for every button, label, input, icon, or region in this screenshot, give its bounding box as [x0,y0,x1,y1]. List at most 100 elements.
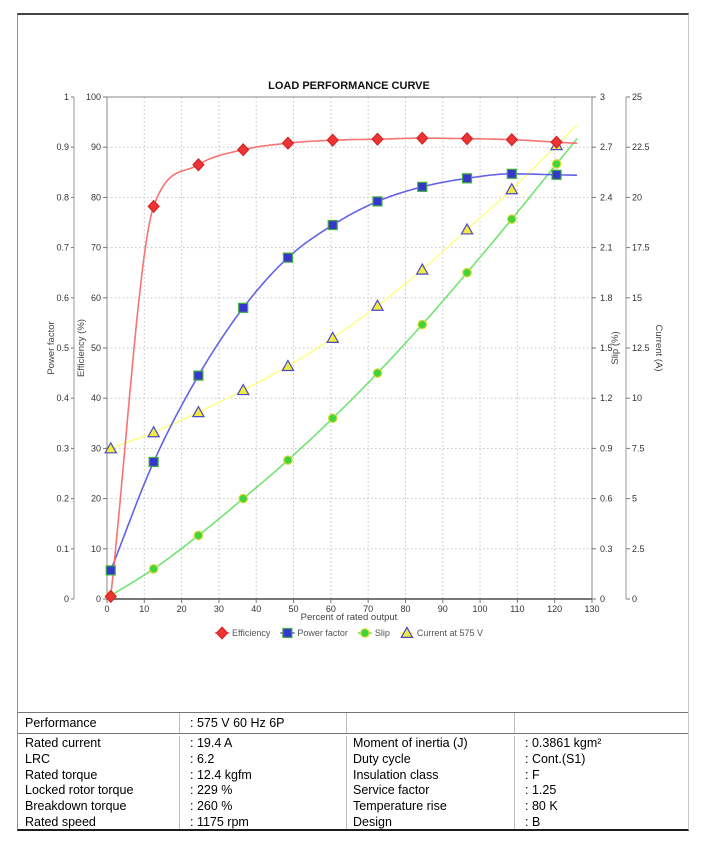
power-factor-tick-label: 0.6 [56,293,69,303]
axis-ticks [71,96,630,603]
spec-label: Rated speed [18,814,180,829]
legend-label: Current at 575 V [417,628,483,638]
x-tick-label: 0 [104,604,109,614]
square-marker [461,173,473,184]
spec-label: Insulation class [347,767,515,784]
diamond-marker [215,626,229,640]
circle-marker [372,368,383,378]
current-tick-label: 17.5 [632,243,650,253]
x-tick-label: 120 [547,604,562,614]
efficiency-tick-label: 100 [86,92,101,102]
current-tick-label: 15 [632,293,642,303]
circle-marker [551,159,562,169]
spec-spacer [347,713,515,733]
spec-label: Temperature rise [347,799,515,815]
spec-value: : B [525,814,541,829]
spec-value: : 0.3861 kgm² [525,736,602,750]
square-marker [417,181,428,192]
spec-value: : 229 % [180,783,347,800]
spec-label: Design [347,814,515,829]
spec-label: Service factor [347,783,515,800]
spec-table-row: Locked rotor torque: 229 % Service factor… [18,783,688,800]
spec-label: Locked rotor torque [18,783,180,800]
axis-title-efficiency: Efficiency (%) [76,319,87,377]
legend-label: Power factor [297,628,348,638]
x-tick-label: 70 [363,604,373,614]
square-marker [148,456,159,468]
diamond-marker [505,132,519,147]
slip-tick-label: 2.7 [600,142,613,152]
legend-label: Slip [375,628,390,638]
spec-table-row: Rated speed: 1175 rpm Design : B [18,814,688,829]
spec-label: Performance [18,713,180,733]
triangle-marker [236,383,250,396]
diamond-marker [147,199,160,214]
triangle-marker [147,425,161,438]
series-markers-1 [105,168,562,576]
triangle-marker [415,262,429,275]
series-markers-3 [104,138,564,454]
spec-label: Rated current [18,736,180,752]
x-tick-label: 50 [289,604,299,614]
slip-tick-label: 3 [600,92,605,102]
x-tick-label: 40 [251,604,261,614]
square-marker [372,196,383,207]
series-line-2 [110,138,578,597]
efficiency-tick-label: 60 [91,293,101,303]
diamond-marker [104,589,117,604]
triangle-marker [505,182,519,195]
slip-tick-label: 1.2 [600,393,613,403]
legend-label: Efficiency [232,628,271,638]
series-line-1 [109,173,578,571]
current-tick-label: 20 [632,192,642,202]
circle-marker [417,319,428,330]
spec-value: : F [525,767,540,782]
x-tick-label: 20 [177,604,187,614]
current-tick-label: 7.5 [632,443,645,453]
spec-label: LRC [18,751,180,768]
square-marker [282,627,293,639]
axis-title-slip: Slip (%) [610,331,621,364]
current-tick-label: 0 [632,594,637,604]
power-factor-tick-label: 0.4 [56,393,69,403]
spec-table-row: Rated current: 19.4 A Moment of inertia (… [18,736,688,752]
spec-value: : 1175 rpm [180,814,347,829]
spec-table-row: Breakdown torque: 260 % Temperature rise:… [18,799,688,815]
triangle-marker [191,405,206,418]
current-tick-label: 12.5 [632,343,650,353]
diamond-marker [371,132,384,146]
efficiency-tick-label: 30 [91,443,101,453]
x-tick-label: 90 [438,604,448,614]
efficiency-tick-label: 40 [91,393,101,403]
triangle-marker [326,331,340,343]
triangle-marker [104,441,118,454]
circle-marker [360,628,370,638]
spec-label: Moment of inertia (J) [347,736,515,752]
slip-tick-label: 0.6 [600,494,613,504]
power-factor-tick-label: 0.1 [56,544,69,554]
load-performance-chart: LOAD PERFORMANCE CURVE 0 10 20 30 40 50 60 70 80 9… [18,71,688,656]
power-factor-tick-label: 0.5 [56,343,69,353]
slip-tick-label: 2.4 [600,192,613,202]
slip-tick-label: 1.5 [600,343,613,353]
series-markers-0 [104,131,563,604]
current-tick-label: 22.5 [632,142,650,152]
series-line-0 [109,137,578,597]
x-tick-label: 30 [214,604,224,614]
performance-row: Performance : 575 V 60 Hz 6P [18,713,688,734]
spec-value: : 575 V 60 Hz 6P [180,713,347,733]
slip-tick-label: 1.8 [600,293,613,303]
current-tick-label: 10 [632,393,642,403]
series-line-3 [110,124,578,450]
spec-value: : 12.4 kgfm [180,767,347,784]
power-factor-tick-label: 0.8 [56,192,69,202]
current-tick-label: 25 [632,92,642,102]
spec-value: : 6.2 [180,751,347,768]
power-factor-tick-label: 0 [64,594,69,604]
square-marker [105,565,116,576]
x-tick-label: 60 [326,604,336,614]
x-axis-title: Percent of rated output [301,612,398,623]
series-lines [109,124,578,597]
spec-label: Breakdown torque [18,799,180,815]
spec-value: : 80 K [525,799,558,814]
